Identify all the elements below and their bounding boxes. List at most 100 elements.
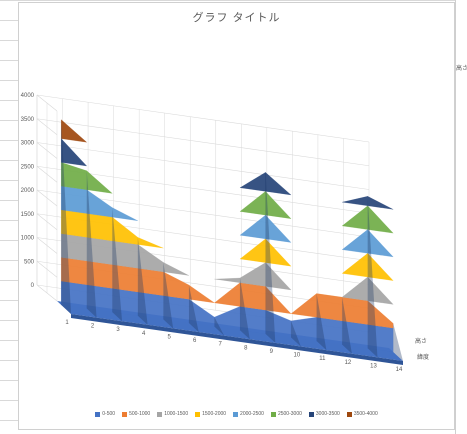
- surface-band: [341, 229, 368, 254]
- z-tick-label: 1500: [21, 212, 35, 218]
- x-tick-label: 3: [116, 327, 120, 333]
- surface-ridge-shadow: [316, 293, 327, 351]
- x-tick-label: 14: [396, 367, 403, 373]
- surface-band: [61, 162, 87, 190]
- legend-label: 3500-4000: [353, 411, 378, 417]
- surface-band: [137, 244, 164, 272]
- chart-title[interactable]: グラフ タイトル: [192, 12, 281, 24]
- spreadsheet-column-strip: 高さ: [455, 0, 467, 434]
- surface-ridge-shadow: [188, 284, 199, 333]
- surface-band: [239, 262, 266, 287]
- x-tick-label: 8: [244, 345, 248, 351]
- surface-ridge-shadow: [112, 207, 123, 322]
- gridline-z: [36, 142, 370, 190]
- surface-band: [367, 196, 394, 210]
- legend-swatch: [122, 411, 128, 417]
- legend-item[interactable]: 500-1000: [122, 411, 150, 417]
- x-tick-label: 12: [345, 360, 352, 366]
- surface-band: [214, 282, 241, 307]
- surface-band: [112, 216, 138, 245]
- legend-label: 1000-1500: [164, 411, 189, 417]
- x-tick-label: 4: [142, 331, 146, 337]
- surface-ridge-shadow: [291, 320, 301, 347]
- z-tick-label: 2500: [21, 164, 35, 170]
- surface-band: [163, 262, 189, 276]
- surface-ridge-shadow: [163, 262, 174, 329]
- legend-label: 500-1000: [129, 411, 151, 417]
- surface-band: [290, 293, 317, 318]
- legend-label: 1500-2000: [202, 411, 227, 417]
- legend-swatch: [308, 411, 314, 417]
- depth-axis-label: 緯度: [417, 353, 429, 361]
- x-tick-label: 13: [370, 363, 377, 369]
- surface-band: [265, 214, 292, 243]
- legend-label: 2000-2500: [240, 411, 264, 417]
- legend-item[interactable]: 0-500: [95, 411, 115, 417]
- x-tick-label: 5: [167, 334, 171, 340]
- legend-label: 2500-3000: [277, 411, 302, 417]
- surface-band: [341, 253, 368, 278]
- surface-band: [61, 138, 88, 167]
- surface-ridge-shadow: [393, 323, 403, 361]
- gridline-z: [36, 118, 370, 167]
- x-tick-label: 6: [193, 338, 197, 344]
- surface-ridge-shadow: [367, 196, 378, 358]
- legend-swatch: [95, 411, 101, 417]
- legend-swatch: [233, 411, 239, 417]
- legend[interactable]: 0-500 500-1000 1000-1500 1500-2000 2000-2500…: [19, 411, 454, 417]
- surface-ridge-shadow: [265, 172, 276, 343]
- surface-band: [367, 253, 394, 281]
- z-tick-label: 1000: [21, 236, 35, 242]
- surface-band: [265, 262, 292, 291]
- surface-base-edge: [71, 314, 403, 365]
- surface-band: [86, 189, 113, 218]
- legend-item[interactable]: 3000-3500: [308, 411, 340, 417]
- z-tick-label: 3500: [21, 117, 35, 123]
- surface-band: [341, 276, 368, 301]
- legend-label: 0-500: [102, 411, 116, 417]
- z-tick-label: 4000: [21, 93, 35, 99]
- surface-band: [239, 238, 266, 263]
- depth-axis-label: 高さ: [415, 337, 427, 345]
- legend-label: 3000-3500: [315, 411, 340, 417]
- surface-band: [214, 277, 241, 283]
- legend-item[interactable]: 1000-1500: [157, 411, 188, 417]
- legend-swatch: [270, 411, 276, 417]
- gridline-z: [36, 165, 370, 214]
- legend-item[interactable]: 3500-4000: [346, 411, 378, 417]
- chart-area[interactable]: グラフ タイトル 0 500 1000 1500 2000 2500 3000 3500 400…: [18, 2, 455, 430]
- surface-band: [367, 276, 394, 305]
- surface-band: [367, 205, 394, 234]
- surface-band: [112, 207, 138, 221]
- x-tick-label: 10: [294, 353, 301, 359]
- z-tick-label: 0: [31, 283, 35, 289]
- surface-band: [61, 119, 88, 143]
- surface-ridge-shadow: [214, 317, 225, 336]
- surface-ridge-shadow: [342, 297, 352, 354]
- surface-band: [239, 191, 266, 216]
- column-partial-label: 高さ: [456, 66, 467, 72]
- surface-band: [341, 205, 368, 230]
- surface-band: [265, 191, 292, 219]
- plot-area[interactable]: 0500100015002000250030003500400012345678…: [19, 3, 456, 431]
- legend-item[interactable]: 1500-2000: [195, 411, 226, 417]
- surface-ridge-shadow: [137, 237, 148, 325]
- gridline-z: [36, 94, 370, 143]
- x-tick-label: 1: [65, 320, 69, 326]
- surface-ridge-shadow: [86, 170, 97, 318]
- x-tick-label: 11: [319, 356, 326, 362]
- z-tick-label: 2000: [21, 188, 35, 194]
- legend-swatch: [195, 411, 201, 417]
- legend-item[interactable]: 2500-3000: [270, 411, 302, 417]
- surface-ridge-shadow: [239, 277, 250, 340]
- surface-band: [239, 172, 266, 192]
- surface-band: [265, 238, 292, 267]
- z-tick-label: 500: [24, 259, 35, 265]
- surface-band: [367, 229, 394, 258]
- surface-band: [265, 286, 292, 314]
- legend-swatch: [157, 411, 163, 417]
- surface-band: [367, 300, 394, 329]
- x-tick-label: 7: [219, 342, 223, 348]
- legend-item[interactable]: 2000-2500: [233, 411, 264, 417]
- x-tick-label: 9: [270, 349, 274, 355]
